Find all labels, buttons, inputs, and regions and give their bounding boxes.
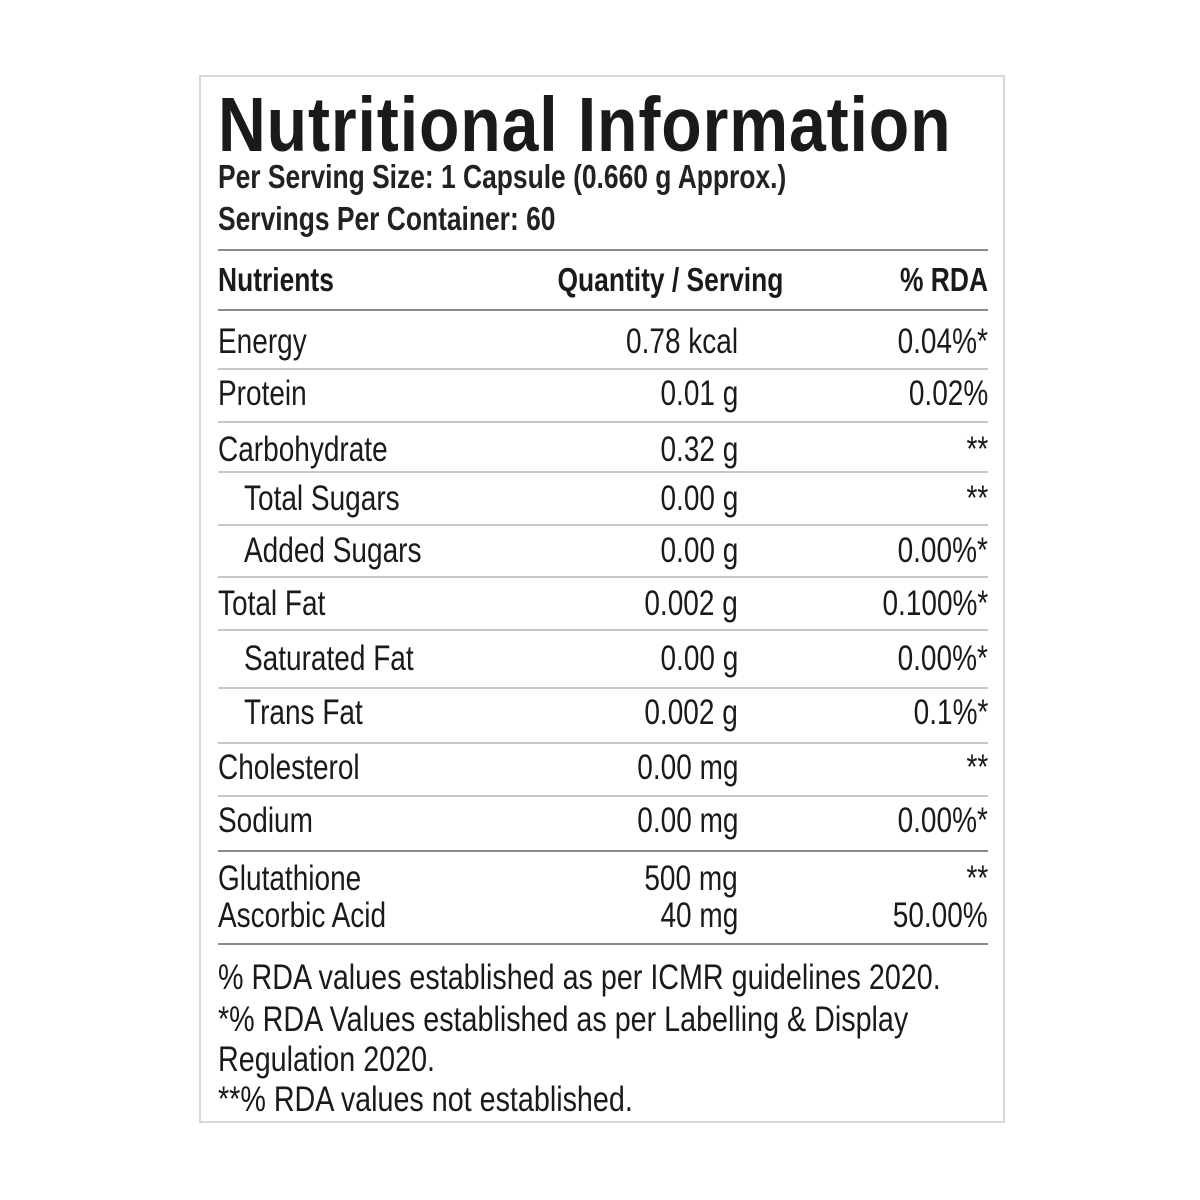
nutrient-quantity: 0.002 g <box>644 693 738 732</box>
column-header-rda: % RDA <box>899 261 988 298</box>
divider <box>218 309 988 311</box>
serving-size: Per Serving Size: 1 Capsule (0.660 g App… <box>218 158 787 195</box>
table-row: Total Fat 0.002 g 0.100%* <box>218 582 988 630</box>
nutrient-rda: ** <box>966 430 988 469</box>
nutrient-name: Energy <box>218 322 307 361</box>
table-row: Trans Fat 0.002 g 0.1%* <box>218 691 988 739</box>
nutrient-name: Total Fat <box>218 584 326 623</box>
row-divider <box>218 795 988 797</box>
nutrient-rda: ** <box>966 479 988 518</box>
row-divider <box>218 421 988 423</box>
table-row: Glutathione 500 mg ** <box>218 857 988 905</box>
row-divider <box>218 629 988 631</box>
footnote-labelling: *% RDA Values established as per Labelli… <box>218 1000 909 1039</box>
nutrient-rda: 50.00% <box>893 896 988 935</box>
nutrient-name: Protein <box>218 374 307 413</box>
nutrient-name: Trans Fat <box>244 693 363 732</box>
nutrient-name: Saturated Fat <box>244 639 414 678</box>
row-divider <box>218 687 988 689</box>
column-header-nutrients: Nutrients <box>218 261 334 298</box>
nutrient-rda: 0.00%* <box>897 801 988 840</box>
table-row: Total Sugars 0.00 g ** <box>218 477 988 525</box>
nutrient-name: Carbohydrate <box>218 430 388 469</box>
row-divider <box>218 471 988 473</box>
table-row: Cholesterol 0.00 mg ** <box>218 746 988 794</box>
table-row: Protein 0.01 g 0.02% <box>218 372 988 420</box>
row-divider <box>218 576 988 578</box>
servings-per-container: Servings Per Container: 60 <box>218 200 556 237</box>
nutrient-quantity: 500 mg <box>644 859 738 898</box>
nutrient-rda: 0.00%* <box>897 639 988 678</box>
nutrient-quantity: 40 mg <box>660 896 738 935</box>
nutrient-quantity: 0.00 mg <box>636 801 738 840</box>
nutrient-name: Added Sugars <box>244 531 422 570</box>
nutrient-rda: 0.100%* <box>882 584 988 623</box>
nutrition-label-panel: Nutritional Information Per Serving Size… <box>199 75 1005 1123</box>
nutrient-rda: 0.00%* <box>897 531 988 570</box>
table-row: Added Sugars 0.00 g 0.00%* <box>218 529 988 577</box>
row-divider <box>218 742 988 744</box>
nutrient-quantity: 0.32 g <box>660 430 738 469</box>
column-header-quantity: Quantity / Serving <box>557 261 783 298</box>
footnote-icmr: % RDA values established as per ICMR gui… <box>218 958 941 997</box>
nutrient-name: Total Sugars <box>244 479 400 518</box>
table-row: Ascorbic Acid 40 mg 50.00% <box>218 894 988 942</box>
row-divider <box>218 524 988 526</box>
nutrient-name: Glutathione <box>218 859 362 898</box>
nutrient-quantity: 0.00 mg <box>636 748 738 787</box>
table-row: Sodium 0.00 mg 0.00%* <box>218 799 988 847</box>
nutrient-name: Sodium <box>218 801 313 840</box>
nutrient-quantity: 0.78 kcal <box>625 322 738 361</box>
nutrient-rda: 0.1%* <box>913 693 988 732</box>
nutrient-rda: 0.04%* <box>897 322 988 361</box>
divider <box>218 249 988 251</box>
nutrient-quantity: 0.002 g <box>644 584 738 623</box>
nutrient-quantity: 0.00 g <box>660 479 738 518</box>
table-header: Nutrients Quantity / Serving % RDA <box>218 258 988 306</box>
nutrient-rda: ** <box>966 748 988 787</box>
table-row: Saturated Fat 0.00 g 0.00%* <box>218 637 988 685</box>
footnote-labelling-cont: Regulation 2020. <box>218 1040 436 1079</box>
label-title: Nutritional Information <box>218 82 952 168</box>
table-row: Energy 0.78 kcal 0.04%* <box>218 320 988 368</box>
nutrient-rda: 0.02% <box>908 374 988 413</box>
nutrient-name: Ascorbic Acid <box>218 896 387 935</box>
nutrient-name: Cholesterol <box>218 748 360 787</box>
nutrient-quantity: 0.00 g <box>660 531 738 570</box>
row-divider <box>218 368 988 370</box>
divider <box>218 943 988 945</box>
nutrient-quantity: 0.01 g <box>660 374 738 413</box>
nutrient-quantity: 0.00 g <box>660 639 738 678</box>
table-row: Carbohydrate 0.32 g ** <box>218 428 988 476</box>
nutrient-rda: ** <box>966 859 988 898</box>
footnote-not-established: **% RDA values not established. <box>218 1080 633 1119</box>
divider <box>218 850 988 852</box>
